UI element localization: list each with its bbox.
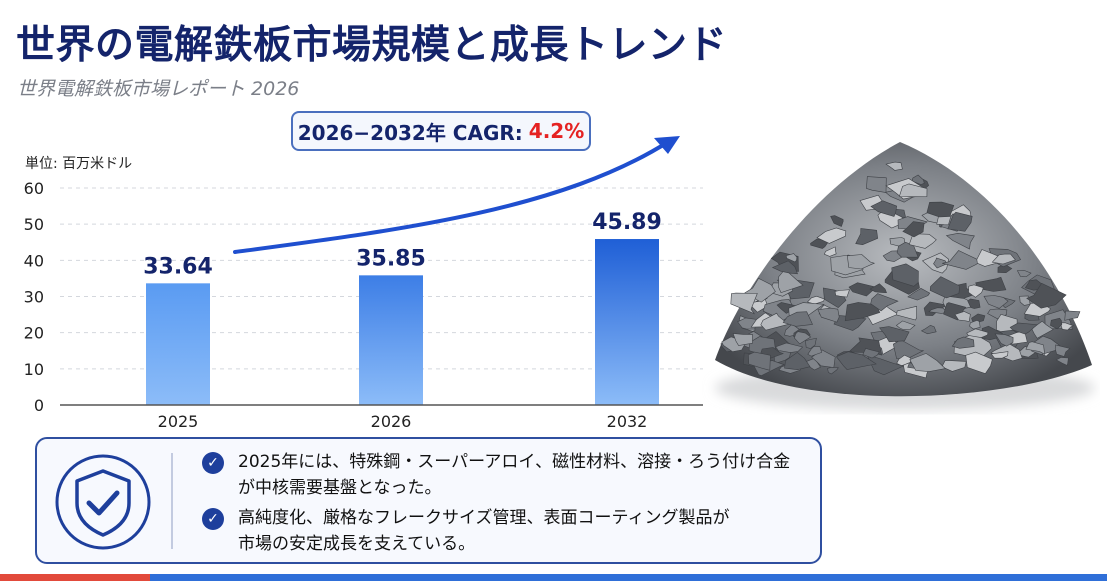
- value-label: 35.85: [356, 246, 426, 271]
- y-tick-label: 20: [24, 324, 44, 343]
- value-label: 33.64: [143, 254, 213, 279]
- x-axis-ticks: 2025 2026 2032: [158, 412, 648, 431]
- insight-item: ✓ 2025年には、特殊鋼・スーパーアロイ、磁性材料、溶接・ろう付け合金 が中核…: [202, 449, 808, 501]
- x-tick-label: 2032: [607, 412, 648, 431]
- value-labels: 33.64 35.85 45.89: [143, 210, 662, 279]
- check-circle-icon: ✓: [202, 452, 224, 474]
- bar-2025: [146, 283, 210, 405]
- bar-2032: [595, 239, 659, 405]
- trend-arrow: [235, 142, 668, 252]
- bar-2026: [359, 275, 423, 405]
- insight-text: 市場の安定成長を支えている。: [238, 531, 808, 557]
- bottom-color-strip: [0, 574, 1107, 581]
- shield-check-icon: [55, 453, 151, 551]
- page-subtitle: 世界電解鉄板市場レポート 2026: [17, 74, 299, 101]
- page-title: 世界の電解鉄板市場規模と成長トレンド: [16, 14, 727, 70]
- x-tick-label: 2025: [158, 412, 199, 431]
- cagr-badge: 2026−2032年 CAGR: 4.2%: [291, 111, 591, 151]
- cagr-value: 4.2%: [529, 119, 584, 143]
- cagr-label: 2026−2032年 CAGR:: [298, 117, 523, 146]
- y-tick-label: 60: [24, 179, 44, 198]
- y-tick-label: 0: [34, 396, 44, 415]
- insight-text: 高純度化、厳格なフレークサイズ管理、表面コーティング製品が: [238, 505, 808, 531]
- insight-text: 2025年には、特殊鋼・スーパーアロイ、磁性材料、溶接・ろう付け合金: [238, 449, 808, 475]
- y-tick-label: 50: [24, 215, 44, 234]
- key-insights-box: ✓ 2025年には、特殊鋼・スーパーアロイ、磁性材料、溶接・ろう付け合金 が中核…: [35, 437, 822, 564]
- trend-arrow-head: [654, 136, 680, 154]
- insight-text: が中核需要基盤となった。: [238, 475, 808, 501]
- y-tick-label: 40: [24, 251, 44, 270]
- x-tick-label: 2026: [371, 412, 412, 431]
- insight-item: ✓ 高純度化、厳格なフレークサイズ管理、表面コーティング製品が 市場の安定成長を…: [202, 505, 808, 557]
- iron-flakes-image: [700, 120, 1100, 420]
- value-label: 45.89: [592, 210, 662, 235]
- y-tick-label: 10: [24, 360, 44, 379]
- divider: [171, 453, 173, 549]
- check-circle-icon: ✓: [202, 508, 224, 530]
- y-axis-ticks: 0 10 20 30 40 50 60: [24, 179, 44, 415]
- y-tick-label: 30: [24, 288, 44, 307]
